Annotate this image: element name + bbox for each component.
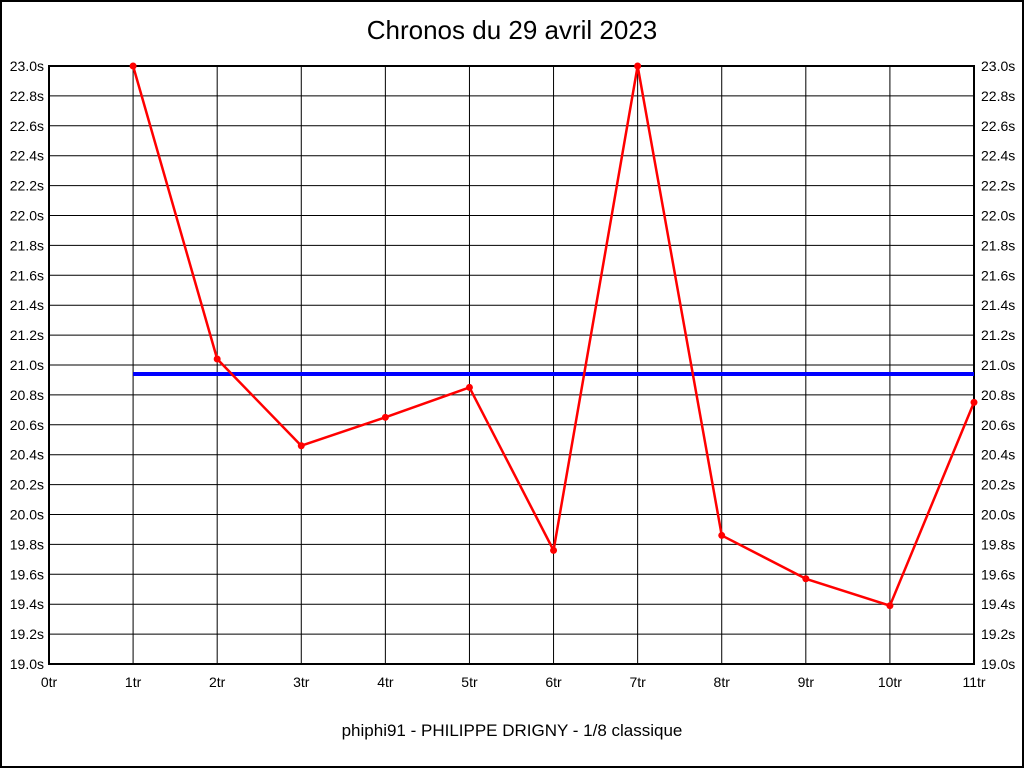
y-axis-tick-label-right: 21.6s bbox=[981, 267, 1015, 283]
lap-times-marker bbox=[886, 602, 894, 610]
y-axis-tick-label-left: 19.6s bbox=[10, 566, 44, 582]
y-axis-tick-label-left: 22.6s bbox=[10, 118, 44, 134]
y-axis-tick-label-left: 21.4s bbox=[10, 297, 44, 313]
lap-times-marker bbox=[297, 442, 305, 450]
lap-times-marker bbox=[550, 546, 558, 554]
y-axis-tick-label-right: 19.8s bbox=[981, 536, 1015, 552]
y-axis-tick-label-left: 21.8s bbox=[10, 237, 44, 253]
y-axis-tick-label-left: 23.0s bbox=[10, 58, 44, 74]
y-axis-tick-label-right: 21.8s bbox=[981, 237, 1015, 253]
y-axis-tick-label-left: 22.2s bbox=[10, 178, 44, 194]
y-axis-tick-label-right: 19.4s bbox=[981, 596, 1015, 612]
y-axis-tick-label-right: 19.2s bbox=[981, 626, 1015, 642]
x-axis-tick-label: 11tr bbox=[962, 674, 985, 690]
y-axis-tick-label-left: 21.0s bbox=[10, 357, 44, 373]
x-axis-tick-label: 3tr bbox=[293, 674, 310, 690]
y-axis-tick-label-right: 20.8s bbox=[981, 387, 1015, 403]
x-axis-tick-label: 6tr bbox=[545, 674, 562, 690]
lap-times-marker bbox=[129, 62, 137, 70]
y-axis-tick-label-left: 21.2s bbox=[10, 327, 44, 343]
y-axis-tick-label-right: 20.0s bbox=[981, 507, 1015, 523]
y-axis-tick-label-left: 21.6s bbox=[10, 267, 44, 283]
y-axis-tick-label-left: 20.2s bbox=[10, 477, 44, 493]
y-axis-tick-label-left: 22.4s bbox=[10, 148, 44, 164]
y-axis-tick-label-left: 22.8s bbox=[10, 88, 44, 104]
x-axis-tick-label: 2tr bbox=[209, 674, 226, 690]
y-axis-tick-label-right: 23.0s bbox=[981, 58, 1015, 74]
lap-times-marker bbox=[381, 413, 389, 421]
x-axis-tick-label: 4tr bbox=[377, 674, 394, 690]
y-axis-tick-label-right: 20.2s bbox=[981, 477, 1015, 493]
y-axis-tick-label-right: 20.4s bbox=[981, 447, 1015, 463]
y-axis-tick-label-right: 19.6s bbox=[981, 566, 1015, 582]
lap-times-marker bbox=[970, 398, 978, 406]
lap-times-marker bbox=[634, 62, 642, 70]
lap-times-marker bbox=[718, 531, 726, 539]
y-axis-tick-label-right: 22.6s bbox=[981, 118, 1015, 134]
y-axis-tick-label-left: 19.2s bbox=[10, 626, 44, 642]
y-axis-tick-label-right: 19.0s bbox=[981, 656, 1015, 672]
lap-times-marker bbox=[213, 355, 221, 363]
y-axis-tick-label-right: 22.8s bbox=[981, 88, 1015, 104]
y-axis-tick-label-left: 22.0s bbox=[10, 208, 44, 224]
y-axis-tick-label-left: 19.0s bbox=[10, 656, 44, 672]
x-axis-tick-label: 8tr bbox=[714, 674, 731, 690]
chart-title: Chronos du 29 avril 2023 bbox=[366, 15, 658, 45]
y-axis-tick-label-left: 20.0s bbox=[10, 507, 44, 523]
lap-times-marker bbox=[802, 575, 810, 583]
y-axis-tick-label-left: 20.4s bbox=[10, 447, 44, 463]
y-axis-tick-label-left: 19.8s bbox=[10, 536, 44, 552]
y-axis-tick-label-left: 19.4s bbox=[10, 596, 44, 612]
x-axis-tick-label: 7tr bbox=[629, 674, 646, 690]
y-axis-tick-label-right: 22.4s bbox=[981, 148, 1015, 164]
y-axis-tick-label-right: 20.6s bbox=[981, 417, 1015, 433]
y-axis-tick-label-left: 20.8s bbox=[10, 387, 44, 403]
x-axis-tick-label: 10tr bbox=[878, 674, 902, 690]
chart-caption: phiphi91 - PHILIPPE DRIGNY - 1/8 classiq… bbox=[341, 721, 683, 740]
lap-times-marker bbox=[465, 383, 473, 391]
y-axis-tick-label-right: 22.2s bbox=[981, 178, 1015, 194]
x-axis-tick-label: 9tr bbox=[798, 674, 815, 690]
plot-border bbox=[48, 65, 975, 665]
x-axis-tick-label: 5tr bbox=[461, 674, 478, 690]
y-axis-tick-label-right: 22.0s bbox=[981, 208, 1015, 224]
y-axis-tick-label-right: 21.0s bbox=[981, 357, 1015, 373]
y-axis-tick-label-right: 21.4s bbox=[981, 297, 1015, 313]
x-axis-tick-label: 1tr bbox=[125, 674, 142, 690]
x-axis-tick-label: 0tr bbox=[41, 674, 58, 690]
y-axis-tick-label-left: 20.6s bbox=[10, 417, 44, 433]
y-axis-tick-label-right: 21.2s bbox=[981, 327, 1015, 343]
